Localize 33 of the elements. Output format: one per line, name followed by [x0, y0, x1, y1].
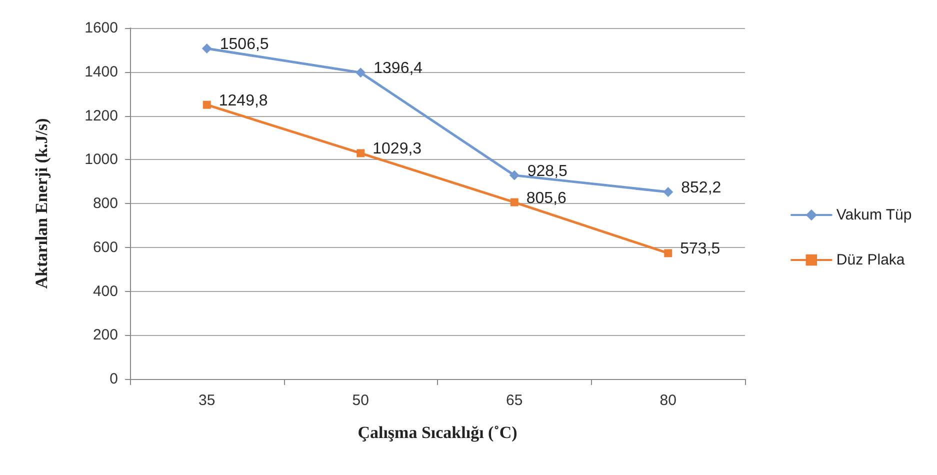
data-label: 852,2 — [681, 180, 722, 197]
x-tick-label: 35 — [198, 392, 216, 409]
y-tick-label: 800 — [92, 195, 118, 212]
y-tick-label: 0 — [110, 370, 118, 388]
point — [356, 68, 366, 78]
point — [202, 44, 212, 54]
data-label: 1029,3 — [372, 140, 422, 158]
y-tick-label: 600 — [92, 238, 118, 256]
point — [509, 170, 520, 180]
data-label: 1249,8 — [218, 92, 268, 110]
data-label: 928,5 — [527, 162, 568, 180]
data-label: 1396,4 — [374, 60, 423, 78]
point — [510, 198, 518, 206]
y-tick-label: 400 — [92, 282, 118, 300]
point — [202, 100, 211, 109]
x-tick-label: 65 — [506, 392, 523, 409]
data-label: 1506,5 — [220, 36, 269, 54]
legend-label: Vakum Tüp — [836, 206, 912, 224]
data-label: 573,5 — [680, 240, 720, 258]
legend-label: Düz Plaka — [836, 252, 906, 268]
x-tick-label: 50 — [352, 392, 369, 409]
point — [356, 149, 365, 158]
y-tick-label: 1400 — [84, 63, 118, 80]
y-tick-label: 1000 — [84, 151, 118, 168]
point — [664, 249, 672, 258]
y-tick-label: 1200 — [84, 107, 118, 124]
y-tick-label: 200 — [92, 326, 118, 344]
x-tick-label: 80 — [660, 392, 676, 409]
point — [663, 187, 674, 198]
y-axis-title: Aktarılan Enerji (k.J/s) — [32, 118, 51, 289]
y-tick-label: 1600 — [84, 20, 118, 36]
x-axis-title: Çalışma Sıcaklığı (˚C) — [358, 423, 518, 442]
data-label: 805,6 — [526, 190, 567, 207]
